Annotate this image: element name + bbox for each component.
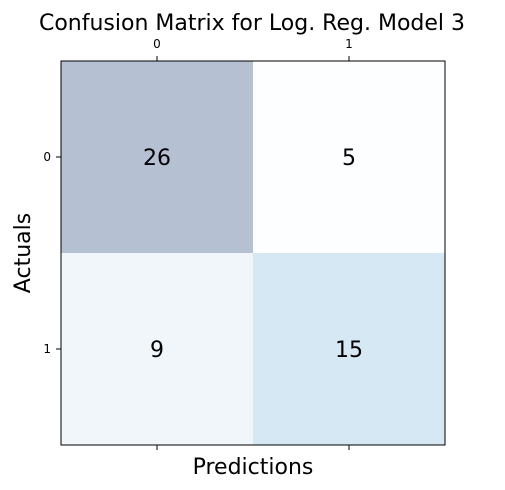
matrix-cell-1-0 — [61, 253, 253, 445]
cell-value-1-0: 9 — [150, 338, 164, 363]
x-tick-label-0: 0 — [153, 37, 161, 51]
plot-frame — [60, 60, 446, 446]
y-axis-label: Actuals — [11, 213, 36, 293]
chart-title: Confusion Matrix for Log. Reg. Model 3 — [39, 11, 465, 36]
y-tick-label-0: 0 — [43, 150, 51, 164]
matrix-cell-0-0 — [61, 61, 253, 253]
x-tick-label-1: 1 — [345, 37, 353, 51]
cell-value-1-1: 15 — [335, 338, 363, 363]
x-axis-label: Predictions — [193, 455, 314, 480]
matrix-cell-0-1 — [253, 61, 445, 253]
y-tick-label-1: 1 — [43, 342, 51, 356]
axis-ticks: 0 1 0 1 — [43, 37, 353, 450]
matrix-cell-1-1 — [253, 253, 445, 445]
cell-value-0-0: 26 — [143, 146, 171, 171]
matrix-cells: 26 5 9 15 — [61, 61, 445, 445]
cell-value-0-1: 5 — [342, 146, 356, 171]
